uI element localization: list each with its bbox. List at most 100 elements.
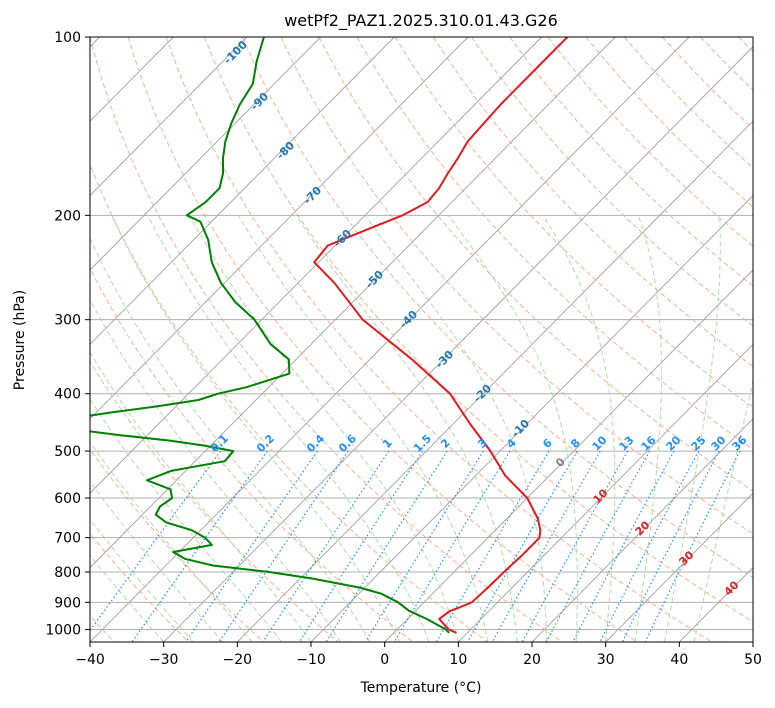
y-tick-label: 300 xyxy=(54,313,81,329)
isotherm-line xyxy=(90,37,321,271)
isotherm-line xyxy=(605,492,753,642)
line-labels: -100-90-80-70-60-50-40-30-20-100.1 0.2 0.4… xyxy=(208,38,750,599)
isotherm-line xyxy=(90,37,690,642)
mixing-ratio-line xyxy=(491,450,601,642)
mixing-ratio-line xyxy=(325,450,448,642)
mixing-ratio-line xyxy=(298,450,424,642)
dry-adiabat-line xyxy=(90,37,563,642)
dry-adiabat-line xyxy=(547,37,753,247)
x-tick-label: 20 xyxy=(523,652,541,668)
mixing-ratio-line xyxy=(90,450,221,632)
plot-frame xyxy=(89,36,754,643)
mixing-ratio-line xyxy=(599,450,700,642)
x-tick-label: 30 xyxy=(597,652,615,668)
mixing-ratio-line xyxy=(521,450,629,642)
moist-adiabat-line xyxy=(542,215,616,642)
y-tick-label: 1000 xyxy=(45,622,81,638)
isotherm-line xyxy=(90,37,469,420)
mixing-ratio-label: 30 xyxy=(709,433,729,453)
moist-adiabat-label: 0 xyxy=(553,455,568,470)
moist-adiabat-label: 10 xyxy=(591,486,611,506)
mixing-ratio-label: 25 xyxy=(689,434,709,454)
mixing-ratio-label: 10 xyxy=(590,433,610,453)
dry-adiabat-line xyxy=(432,37,753,368)
moist-adiabat-line xyxy=(364,215,548,642)
moist-adiabat-line xyxy=(90,298,341,642)
mixing-ratio-line xyxy=(545,450,651,642)
dry-adiabat-label: -90 xyxy=(248,90,271,113)
chart-title: wetPf2_PAZ1.2025.310.01.43.G26 xyxy=(284,11,558,31)
moist-adiabat-line xyxy=(90,554,165,642)
mixing-ratio-label: 8 xyxy=(568,436,583,451)
dry-adiabat-line xyxy=(661,37,753,130)
isotherm-line xyxy=(236,120,753,642)
y-tick-label: 400 xyxy=(54,387,81,403)
y-tick-label: 200 xyxy=(54,208,81,224)
mixing-ratio-label: 16 xyxy=(639,433,659,453)
moist-adiabat-line xyxy=(90,518,194,642)
dry-adiabat-label: -40 xyxy=(397,308,420,331)
dry-adiabat-line xyxy=(509,37,753,287)
dry-adiabat-line xyxy=(623,37,753,169)
x-tick-label: 50 xyxy=(744,652,762,668)
mixing-ratio-label: 13 xyxy=(617,434,637,454)
isotherm-line xyxy=(457,343,753,642)
dry-adiabat-line xyxy=(585,37,753,208)
dry-adiabat-label: -100 xyxy=(221,38,250,67)
dry-adiabat-line xyxy=(356,37,753,450)
isotherm-line xyxy=(90,37,248,197)
moist-adiabat-line xyxy=(189,215,459,642)
dry-adiabat-label: -10 xyxy=(509,417,532,440)
moist-adiabat-line xyxy=(90,398,282,642)
moist-adiabat-line xyxy=(147,215,430,642)
dry-adiabat-line xyxy=(738,37,753,53)
dry-adiabat-line xyxy=(165,37,712,642)
moist-adiabat-line xyxy=(693,378,753,642)
moist-adiabat-line xyxy=(90,237,371,642)
mixing-ratio-line xyxy=(466,450,579,642)
dry-adiabat-label: -20 xyxy=(471,382,494,405)
moist-adiabat-line xyxy=(111,215,400,642)
moist-adiabat-line xyxy=(634,215,663,642)
y-tick-label: 100 xyxy=(54,30,81,46)
isotherm-line xyxy=(752,641,753,642)
isotherm-line xyxy=(90,37,616,569)
moist-adiabat-line xyxy=(90,441,253,642)
dry-adiabat-line xyxy=(242,37,753,579)
dry-adiabat-line xyxy=(280,37,753,535)
mixing-ratio-label: 6 xyxy=(540,436,555,451)
dry-adiabat-line xyxy=(127,37,638,642)
dry-adiabat-line xyxy=(90,163,488,642)
temperature-profile xyxy=(313,37,569,634)
y-tick-label: 500 xyxy=(54,444,81,460)
x-tick-label: −30 xyxy=(149,652,179,668)
profile-lines xyxy=(90,37,569,634)
moist-adiabat-label: 30 xyxy=(677,548,697,568)
mixing-ratio-label: 20 xyxy=(664,433,684,453)
mixing-ratio-label: 1 xyxy=(380,436,395,451)
moist-adiabat-line xyxy=(295,215,518,642)
x-tick-label: 40 xyxy=(670,652,688,668)
dry-adiabat-line xyxy=(90,267,414,642)
dewpoint-profile xyxy=(90,37,450,634)
moist-adiabat-line xyxy=(664,215,721,642)
y-tick-label: 900 xyxy=(54,595,81,611)
x-tick-label: 10 xyxy=(449,652,467,668)
isotherm-line xyxy=(163,46,753,642)
isotherm-line xyxy=(531,418,753,642)
x-tick-label: −10 xyxy=(296,652,326,668)
dry-adiabat-label: -30 xyxy=(433,348,456,371)
mixing-ratio-line xyxy=(185,450,318,642)
dry-adiabat-line xyxy=(471,37,753,327)
y-axis-label: Pressure (hPa) xyxy=(12,290,28,390)
mixing-ratio-line xyxy=(572,450,675,642)
isotherm-line xyxy=(678,566,753,642)
dry-adiabat-line xyxy=(318,37,753,492)
dry-adiabat-label: -80 xyxy=(274,139,297,162)
moist-adiabat-line xyxy=(90,480,223,642)
dry-adiabat-line xyxy=(394,37,753,408)
background-lines xyxy=(90,37,753,642)
y-tick-label: 800 xyxy=(54,565,81,581)
x-tick-label: −40 xyxy=(75,652,105,668)
